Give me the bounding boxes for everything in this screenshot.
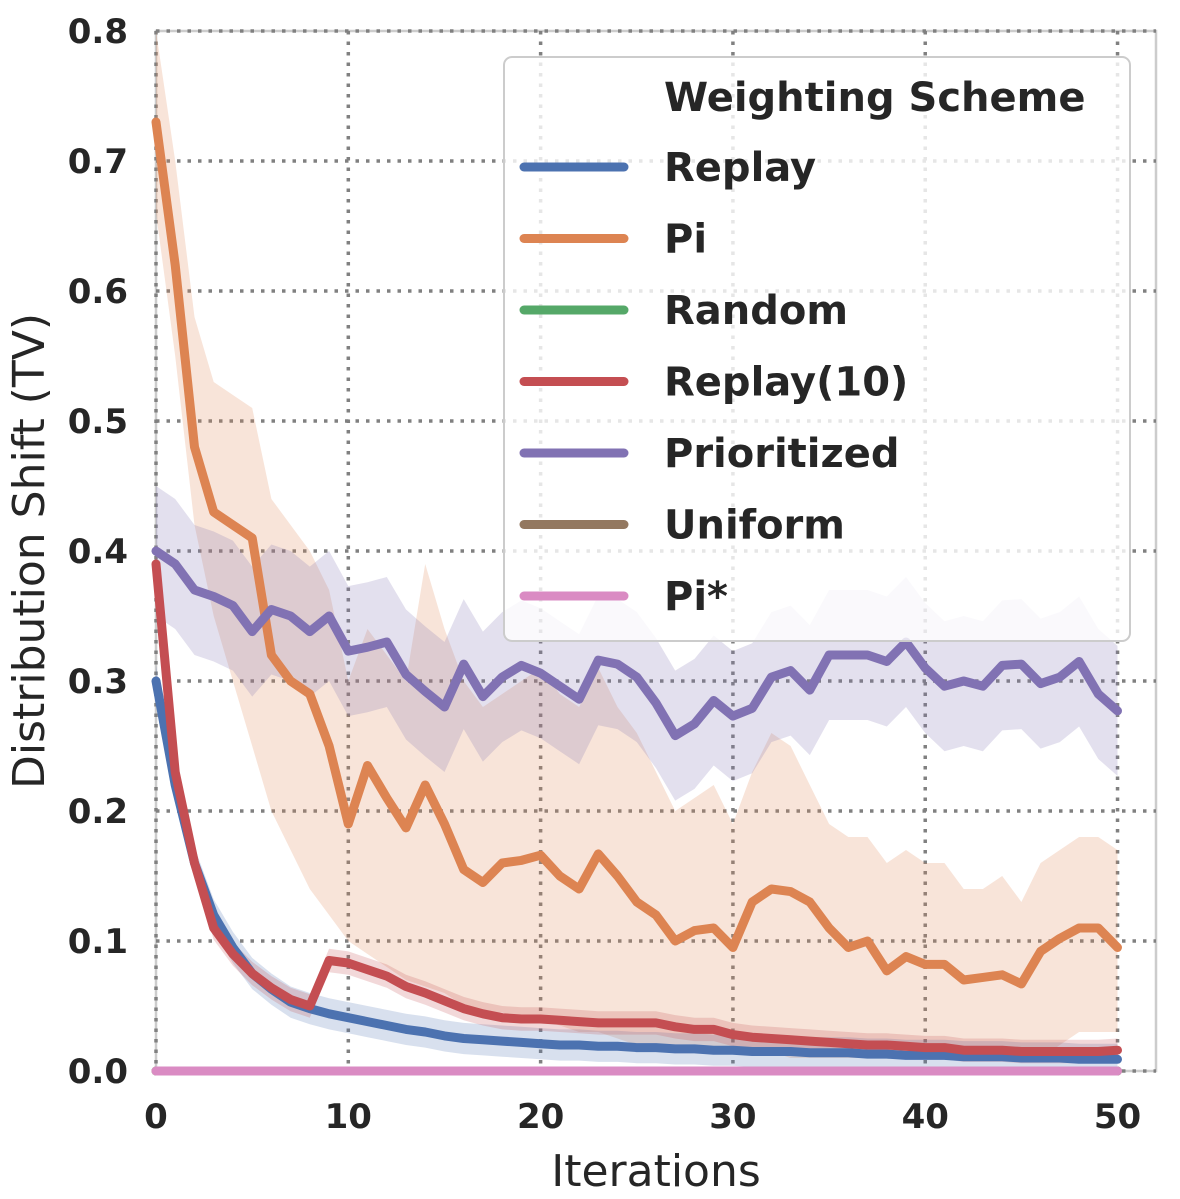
x-tick-labels: 0 10 20 30 40 50 [144, 1097, 1141, 1137]
band-pi [156, 31, 1118, 1058]
legend-box [503, 56, 1131, 642]
line-replay [151, 676, 1122, 1064]
legend-label: Replay [664, 145, 816, 191]
y-tick-label: 0.0 [68, 1052, 128, 1092]
legend-label: Pi [664, 217, 707, 263]
y-tick-label: 0.5 [68, 402, 128, 442]
band-prioritized [156, 486, 1118, 801]
confidence-bands [156, 31, 1118, 1071]
legend-title: Weighting Scheme [664, 75, 1085, 121]
line-prioritized [151, 546, 1122, 741]
x-tick-label: 0 [144, 1097, 168, 1137]
legend-label: Replay(10) [664, 360, 908, 406]
legend-items: Replay Pi Random Replay(10) Prioritized Unifo… [519, 145, 908, 620]
y-tick-label: 0.6 [68, 272, 128, 312]
y-tick-label: 0.3 [68, 662, 128, 702]
x-tick-label: 40 [902, 1097, 949, 1137]
line-pi [151, 117, 1122, 989]
y-tick-label: 0.7 [68, 142, 128, 182]
series-lines [151, 117, 1122, 1076]
legend-label: Pi* [664, 574, 728, 620]
y-tick-label: 0.1 [68, 922, 128, 962]
legend: Weighting Scheme Replay Pi Random Replay(10… [503, 56, 1131, 642]
y-tick-label: 0.8 [68, 12, 128, 52]
y-tick-labels: 0.0 0.1 0.2 0.3 0.4 0.5 0.6 0.7 0.8 [68, 12, 128, 1092]
x-tick-label: 50 [1094, 1097, 1141, 1137]
x-tick-label: 20 [517, 1097, 564, 1137]
x-axis-label: Iterations [551, 1146, 761, 1197]
x-tick-label: 10 [325, 1097, 372, 1137]
legend-label: Uniform [664, 503, 845, 549]
y-axis-label: Distribution Shift (TV) [4, 313, 55, 789]
legend-label: Random [664, 288, 848, 334]
line-replay-10- [151, 559, 1122, 1056]
y-tick-label: 0.4 [68, 532, 128, 572]
x-tick-label: 30 [709, 1097, 756, 1137]
legend-label: Prioritized [664, 431, 900, 477]
y-tick-label: 0.2 [68, 792, 128, 832]
